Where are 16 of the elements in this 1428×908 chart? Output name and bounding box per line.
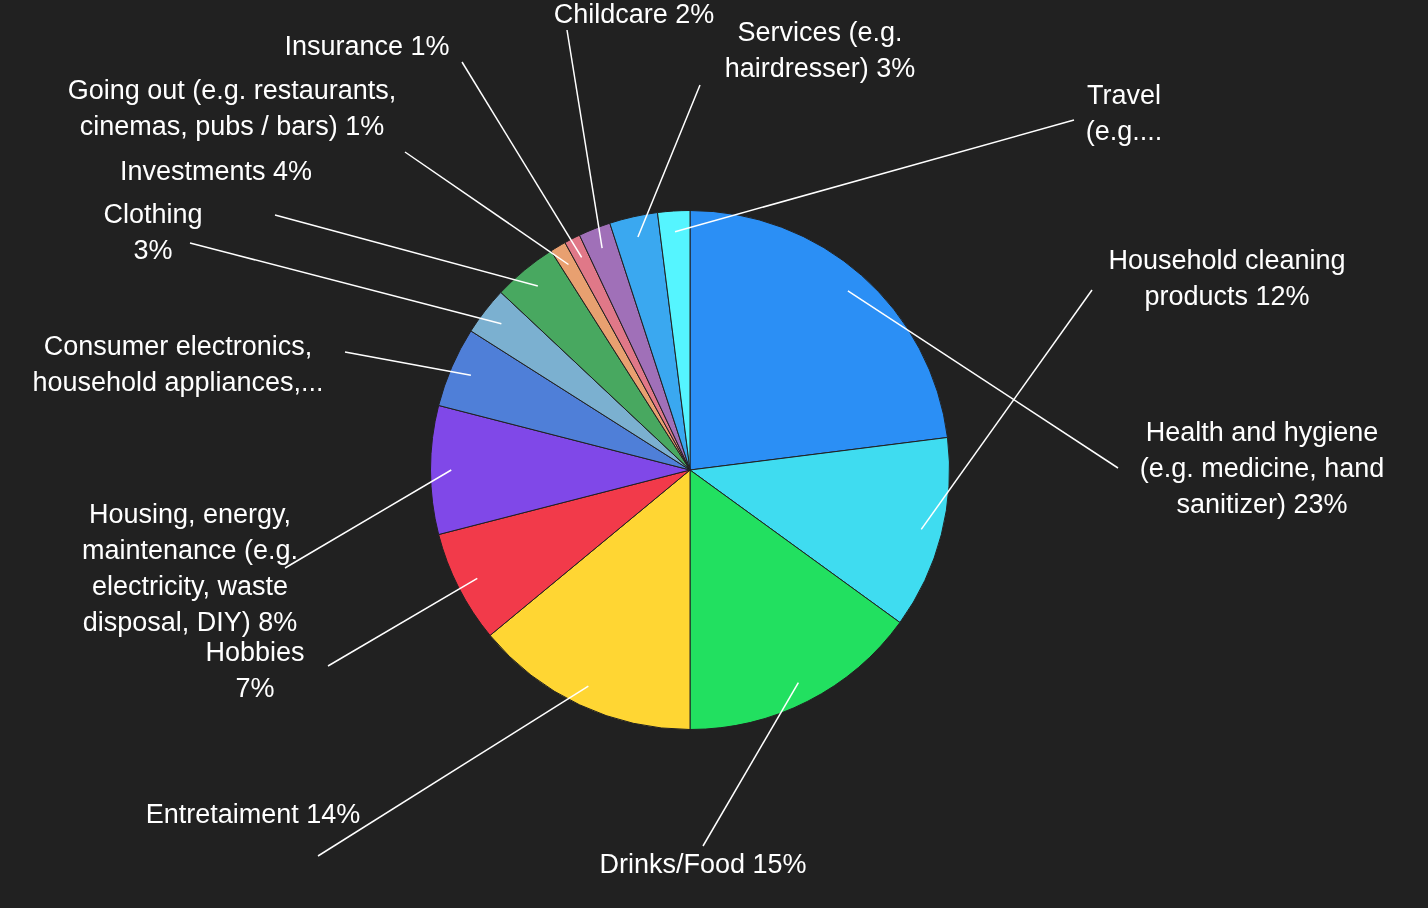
slice-label: Household cleaning products 12% (1108, 244, 1346, 311)
slice-label: Drinks/Food 15% (599, 848, 807, 879)
data-label: 3% (133, 234, 173, 265)
data-label: 7% (235, 672, 275, 703)
slice-label: Investments 4% (119, 155, 313, 186)
slice-label: Services (e.g. hairdresser) 3% (724, 16, 916, 83)
slice-label: Hobbies (205, 636, 305, 667)
slice-label: Clothing (103, 198, 203, 229)
slice-label: Housing, energy, maintenance (e.g. electricity, waste disposal, DIY) 8% (81, 498, 299, 637)
slice-label: Health and hygiene (e.g. medicine, hand sanitizer) 23% (1139, 416, 1385, 519)
slice-label: Going out (e.g. restaurants, cinemas, pubs / bars) 1% (67, 74, 397, 141)
slice-label: Consumer electronics, household appliances,... (32, 330, 324, 397)
slice-label: Insurance 1% (284, 30, 450, 61)
slice-label: Travel (e.g.... (1085, 79, 1163, 146)
slice-label: Entretaiment 14% (145, 798, 361, 829)
slice-label: Childcare 2% (553, 0, 715, 29)
